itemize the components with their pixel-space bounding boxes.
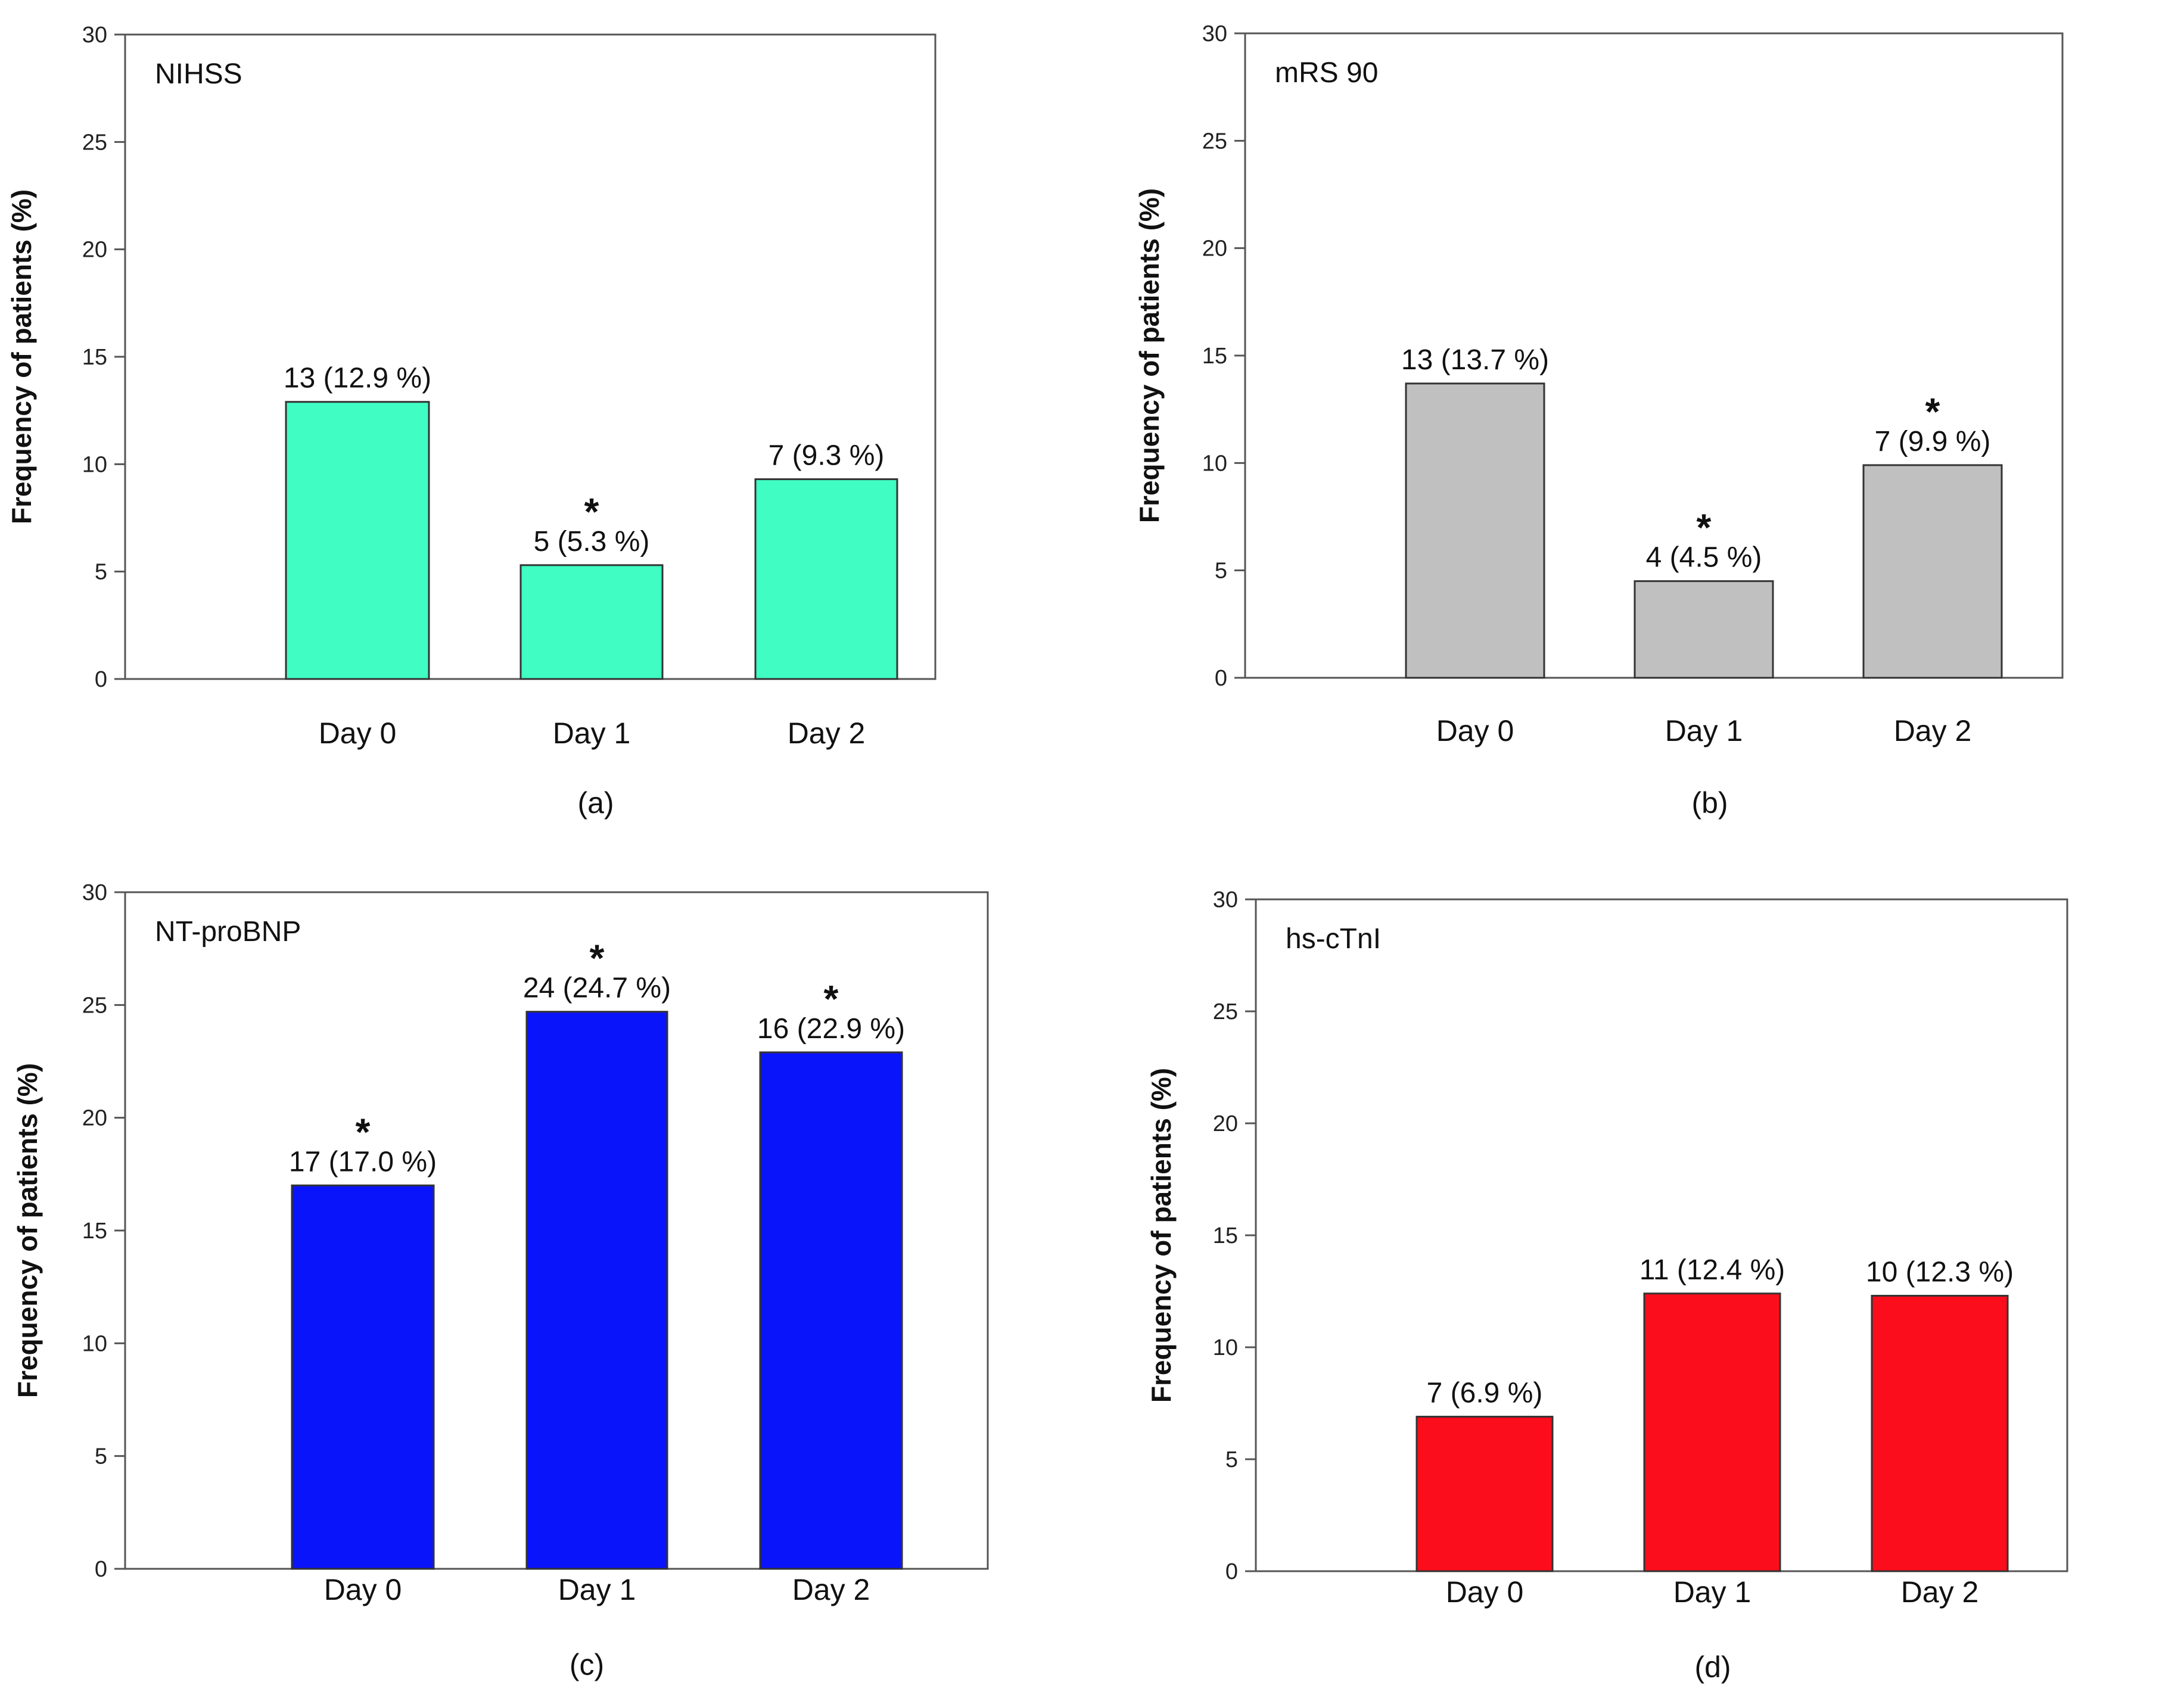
panel-4-ytick-label: 30: [1213, 887, 1238, 912]
panel-1-bar-3: [754, 478, 898, 680]
panel-3-bar-1-significance-marker: *: [356, 1110, 371, 1153]
panel-2-y-axis-label: Frequency of patients (%): [1134, 188, 1165, 523]
panel-3-ytick-label: 0: [95, 1557, 107, 1582]
panel-3-x-category-label: Day 0: [324, 1573, 402, 1606]
panel-4-bar-1-value-label: 7 (6.9 %): [1427, 1378, 1543, 1409]
panel-1-title: NIHSS: [155, 58, 242, 90]
panel-3-bar-3-value-label: 16 (22.9 %): [757, 1013, 905, 1045]
panel-2-bar-2-value-label: 4 (4.5 %): [1646, 542, 1762, 574]
panel-3-bar-2: [525, 1011, 668, 1570]
panel-4-x-category-label: Day 0: [1446, 1575, 1524, 1609]
panel-2-ytick-label: 10: [1202, 451, 1227, 476]
panel-3-bar-1-value-label: 17 (17.0 %): [289, 1146, 437, 1178]
panel-4-ytick-label: 5: [1225, 1447, 1238, 1472]
panel-3-ytick-label: 30: [82, 880, 107, 905]
panel-3-bar-2-significance-marker: *: [590, 937, 605, 980]
panel-1-ytick-label: 25: [82, 130, 107, 155]
panel-2-x-category-label: Day 0: [1436, 714, 1514, 747]
panel-4-bar-2: [1643, 1292, 1781, 1572]
panel-3-ytick-label: 10: [82, 1331, 107, 1356]
panel-1-y-axis-label: Frequency of patients (%): [6, 189, 37, 524]
panel-3-y-axis-label: Frequency of patients (%): [12, 1063, 43, 1398]
panel-1-ytick-label: 15: [82, 345, 107, 370]
panel-1-bar-1-value-label: 13 (12.9 %): [284, 363, 431, 394]
panel-2-ytick-label: 15: [1202, 344, 1227, 369]
panel-4-ytick-label: 10: [1213, 1335, 1238, 1360]
panel-3-bar-2-value-label: 24 (24.7 %): [523, 973, 671, 1004]
panel-2-bar-2-significance-marker: *: [1697, 506, 1712, 549]
panel-1-ytick-label: 5: [95, 560, 107, 585]
panel-4-title: hs-cTnI: [1286, 923, 1381, 955]
panel-4-ytick-label: 0: [1225, 1559, 1238, 1584]
panel-1-x-category-label: Day 1: [553, 717, 631, 750]
panel-3-bar-1: [291, 1184, 435, 1570]
panel-3-bar-3: [759, 1051, 903, 1570]
panel-1-ytick-label: 0: [95, 667, 107, 692]
panel-1-bar-2-significance-marker: *: [584, 490, 599, 533]
panel-2-ytick-label: 0: [1215, 666, 1227, 691]
panel-3-x-category-label: Day 1: [558, 1573, 636, 1606]
panel-1-ytick-label: 30: [82, 23, 107, 48]
panel-1-bar-1: [285, 401, 430, 680]
panel-4-ytick-label: 15: [1213, 1223, 1238, 1248]
panel-4-ytick-label: 25: [1213, 999, 1238, 1024]
panel-1-caption: (a): [577, 786, 614, 820]
panel-3-ytick-label: 15: [82, 1219, 107, 1244]
panel-2-bar-1-value-label: 13 (13.7 %): [1401, 344, 1549, 376]
panel-4-x-category-label: Day 1: [1673, 1575, 1751, 1609]
panel-2-bar-2: [1634, 580, 1774, 679]
panel-3-bar-3-significance-marker: *: [824, 977, 839, 1020]
panel-2-caption: (b): [1691, 786, 1728, 820]
panel-3-title: NT-proBNP: [155, 916, 301, 948]
panel-4-ytick-label: 20: [1213, 1111, 1238, 1136]
panel-1-bar-2-value-label: 5 (5.3 %): [534, 526, 650, 557]
panel-1-bar-3-value-label: 7 (9.3 %): [769, 440, 885, 472]
panel-2-ytick-label: 30: [1202, 21, 1227, 46]
panel-1-ytick-label: 20: [82, 238, 107, 263]
panel-4-x-category-label: Day 2: [1901, 1575, 1979, 1609]
panel-2-ytick-label: 25: [1202, 129, 1227, 154]
panel-4-bar-1: [1415, 1416, 1554, 1572]
panel-2-x-category-label: Day 1: [1665, 714, 1743, 747]
panel-2-ytick-label: 5: [1215, 559, 1227, 584]
panel-1-x-category-label: Day 2: [788, 717, 866, 750]
panel-2-title: mRS 90: [1275, 57, 1378, 89]
panel-4-bar-3-value-label: 10 (12.3 %): [1866, 1257, 2014, 1288]
panel-1-x-category-label: Day 0: [319, 717, 397, 750]
panel-2-x-category-label: Day 2: [1894, 714, 1972, 747]
panel-3-ytick-label: 20: [82, 1106, 107, 1131]
panel-3-ytick-label: 5: [95, 1444, 107, 1469]
panel-2-ytick-label: 20: [1202, 236, 1227, 261]
panel-4-y-axis-label: Frequency of patients (%): [1146, 1068, 1177, 1403]
panel-4-caption: (d): [1694, 1650, 1731, 1684]
panel-2-bar-3-significance-marker: *: [1925, 390, 1940, 433]
panel-4-bar-3: [1871, 1295, 2009, 1572]
panel-1-ytick-label: 10: [82, 452, 107, 477]
panel-3-x-category-label: Day 2: [792, 1573, 870, 1606]
panel-3-caption: (c): [570, 1648, 604, 1681]
panel-4-bar-2-value-label: 11 (12.4 %): [1639, 1254, 1785, 1286]
panel-2-bar-1: [1405, 382, 1545, 679]
panel-2-bar-3: [1862, 464, 2003, 679]
panel-2-bar-3-value-label: 7 (9.9 %): [1875, 426, 1991, 457]
panel-1-bar-2: [519, 564, 664, 680]
panel-3-ytick-label: 25: [82, 993, 107, 1018]
